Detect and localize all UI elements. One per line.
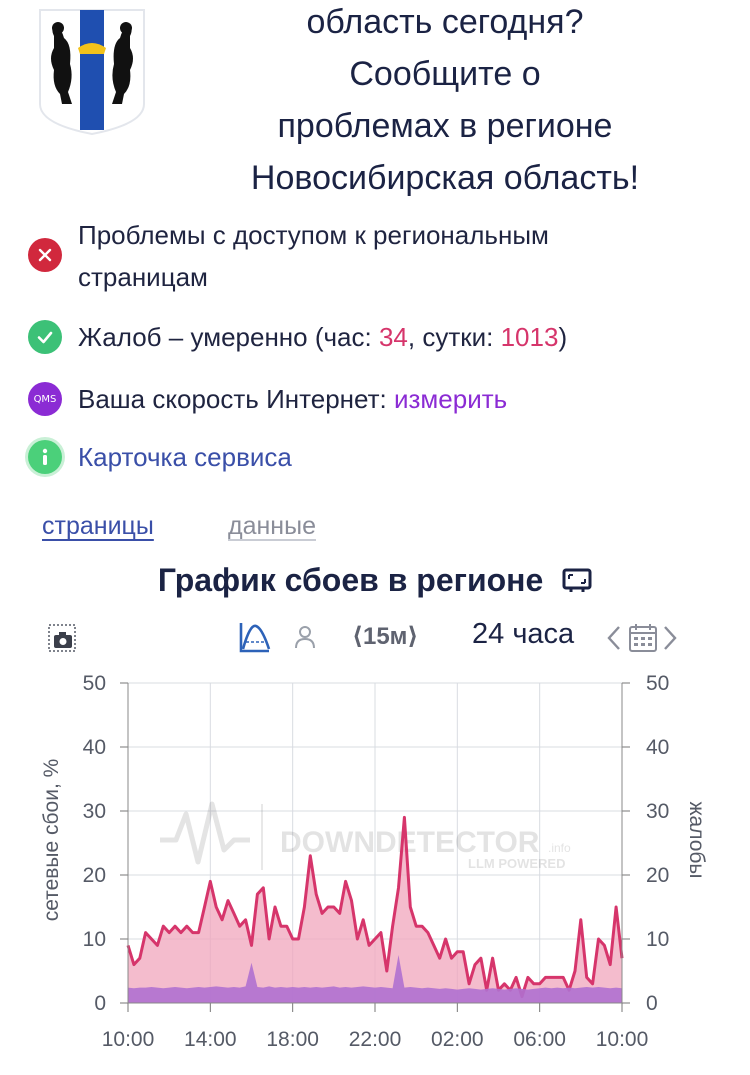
check-icon	[28, 320, 62, 354]
region-header: область сегодня? Сообщите о проблемах в …	[0, 0, 750, 200]
status-complaints: Жалоб – умеренно (час: 34, сутки: 1013)	[28, 316, 567, 358]
y2-axis-title: жалобы	[685, 801, 708, 878]
watermark-sub: LLM POWERED	[468, 856, 566, 871]
service-card-link[interactable]: Карточка сервиса	[78, 442, 292, 472]
complaints-suffix: )	[558, 322, 568, 352]
x-tick-label: 02:00	[431, 1028, 484, 1051]
outage-chart: DOWNDETECTOR .info LLM POWERED 0 0 10 10 20 2…	[40, 672, 708, 1051]
error-icon	[28, 238, 62, 272]
y-tick-label: 20	[83, 864, 106, 887]
interval-selector[interactable]: ⟨15м⟩	[352, 623, 419, 650]
speed-measure-link[interactable]: измерить	[393, 384, 508, 414]
qms-icon-text: QMS	[33, 393, 57, 405]
watermark-suffix: .info	[548, 841, 571, 855]
access-problem-text: Проблемы с доступом к региональным стран…	[78, 220, 549, 292]
y-tick-label: 10	[83, 928, 106, 951]
chart-title-text: График сбоев в регионе	[157, 562, 544, 598]
downdetector-watermark: DOWNDETECTOR .info LLM POWERED	[160, 801, 571, 871]
camera-icon[interactable]	[48, 624, 76, 652]
novosibirsk-coat-of-arms-icon	[39, 9, 145, 136]
tab-data[interactable]: данные	[228, 512, 316, 540]
headline-line: Сообщите о	[349, 55, 541, 93]
speed-text: Ваша скорость Интернет: измерить	[78, 378, 507, 420]
complaints-prefix: Жалоб – умеренно (час:	[78, 322, 379, 352]
y-tick-label: 50	[83, 672, 106, 695]
headline-line: область сегодня?	[306, 3, 584, 41]
complaints-series-line	[126, 815, 624, 999]
y-tick-label: 40	[83, 736, 106, 759]
chart-series	[126, 815, 624, 1003]
chart-axes: 0 0 10 10 20 20 30 30 40 40 50 50 10:00 14:00 18:00 22:…	[83, 672, 670, 1051]
y2-tick-label: 20	[646, 864, 669, 887]
y2-tick-label: 50	[646, 672, 669, 695]
x-tick-label: 10:00	[596, 1028, 649, 1051]
chart-mode-icon[interactable]	[238, 620, 272, 654]
tab-pages[interactable]: страницы	[42, 512, 154, 540]
headline-line: Новосибирская область!	[250, 159, 640, 197]
chart-toolbar: ⟨15м⟩ 24 часа	[0, 616, 750, 660]
y2-tick-label: 40	[646, 736, 669, 759]
outages-series-area	[128, 955, 622, 1003]
y-axis-title: сетевые сбои, %	[40, 759, 63, 922]
info-icon	[28, 440, 62, 474]
x-tick-label: 18:00	[266, 1028, 319, 1051]
x-tick-label: 22:00	[349, 1028, 402, 1051]
x-tick-label: 06:00	[513, 1028, 566, 1051]
headline-line: проблемах в регионе	[277, 107, 613, 145]
chevron-left-icon[interactable]	[606, 624, 622, 652]
status-access: Проблемы с доступом к региональным стран…	[28, 214, 638, 298]
y2-tick-label: 0	[646, 992, 658, 1015]
complaints-hour-value: 34	[378, 322, 408, 352]
complaints-mid: , сутки:	[407, 322, 501, 352]
y-tick-label: 0	[94, 992, 106, 1015]
chevron-right-icon[interactable]	[662, 624, 678, 652]
speed-prefix: Ваша скорость Интернет:	[78, 384, 394, 414]
y2-tick-label: 30	[646, 800, 669, 823]
chart-title: График сбоев в регионе	[0, 562, 750, 599]
headline: область сегодня? Сообщите о проблемах в …	[200, 0, 690, 204]
period-label[interactable]: 24 часа	[472, 618, 575, 650]
x-tick-label: 10:00	[102, 1028, 155, 1051]
qms-icon: QMS	[28, 382, 62, 416]
status-service-card: Карточка сервиса	[28, 436, 292, 478]
y-tick-label: 30	[83, 800, 106, 823]
user-icon[interactable]	[294, 624, 316, 650]
y2-tick-label: 10	[646, 928, 669, 951]
complaints-text: Жалоб – умеренно (час: 34, сутки: 1013)	[78, 316, 567, 358]
fullscreen-icon[interactable]	[562, 568, 592, 594]
calendar-icon[interactable]	[627, 622, 659, 654]
status-speed: QMS Ваша скорость Интернет: измерить	[28, 378, 507, 420]
watermark-brand: DOWNDETECTOR	[280, 826, 540, 859]
x-tick-label: 14:00	[184, 1028, 237, 1051]
complaints-day-value: 1013	[500, 322, 559, 352]
complaints-series-area	[128, 817, 622, 1003]
